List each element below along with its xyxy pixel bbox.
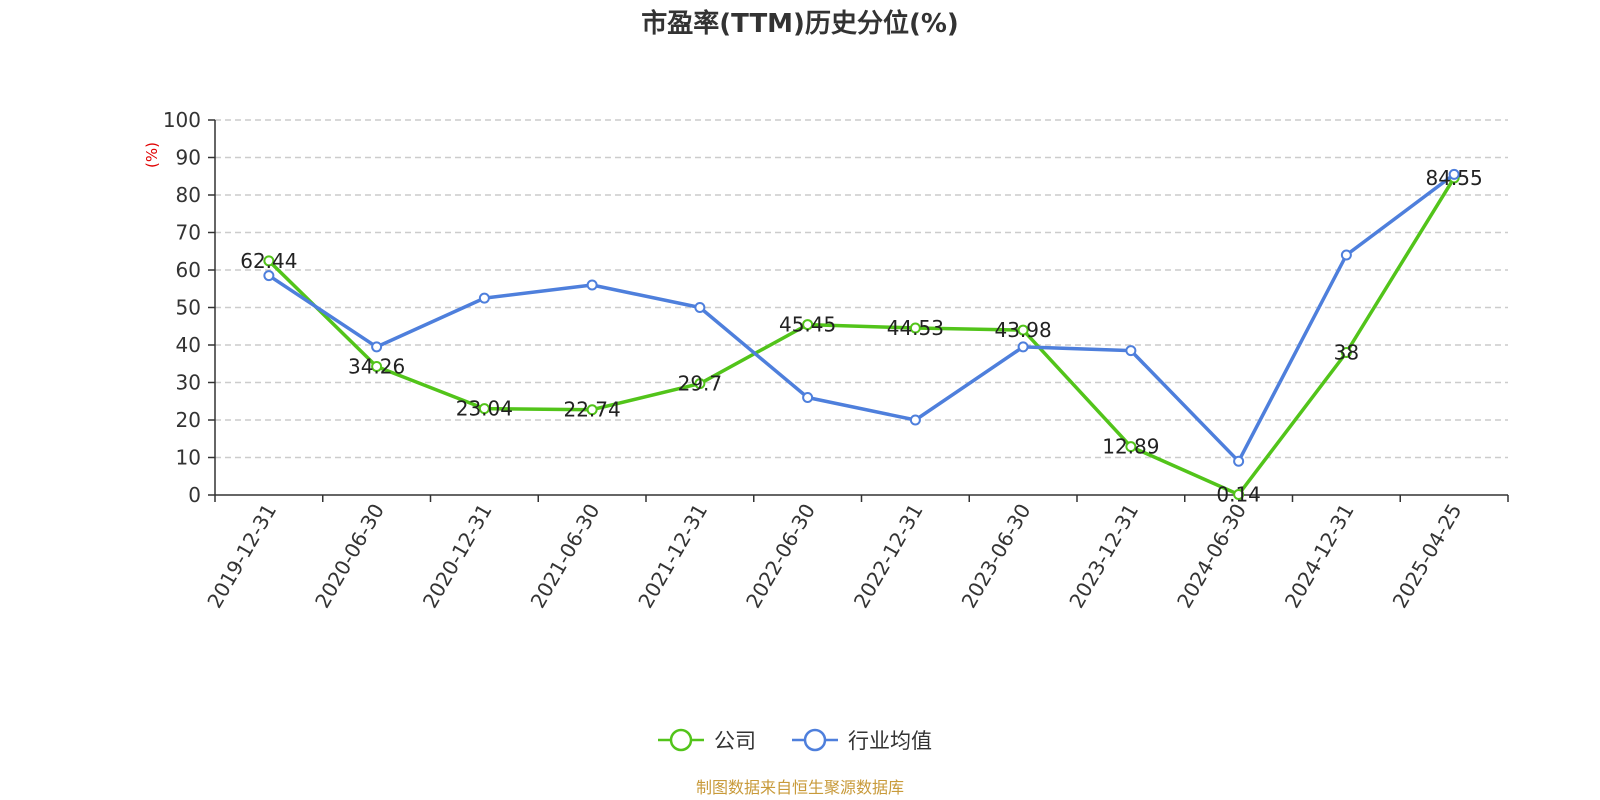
x-tick-label: 2024-06-30 [1172,500,1251,613]
data-label: 34.26 [348,355,405,379]
data-label: 62.44 [240,249,297,273]
y-tick-label: 90 [176,146,201,170]
y-tick-label: 40 [176,333,201,357]
x-tick-label: 2023-06-30 [957,500,1036,613]
data-point[interactable] [802,319,814,331]
data-label: 43.98 [994,318,1051,342]
series-industry-average [263,168,1460,467]
x-tick-label: 2021-12-31 [633,500,712,613]
x-tick-label: 2025-04-25 [1388,500,1467,613]
legend-item-industry-average[interactable]: 行业均值 [792,728,932,753]
data-label: 45.45 [779,313,836,337]
x-tick-label: 2020-12-31 [418,500,497,613]
data-point[interactable] [586,279,598,291]
data-label: 29.7 [678,372,723,396]
data-point[interactable] [478,292,490,304]
series-lines [263,168,1460,500]
x-tick-label: 2023-12-31 [1064,500,1143,613]
data-label: 23.04 [456,397,513,421]
y-tick-label: 20 [176,408,201,432]
data-point[interactable] [1017,324,1029,336]
y-tick-label: 0 [188,483,201,507]
y-tick-label: 80 [176,183,201,207]
legend-label: 行业均值 [848,729,932,753]
data-label: 44.53 [887,316,944,340]
legend[interactable]: 公司 行业均值 [658,728,932,753]
data-point[interactable] [802,392,814,403]
data-label: 22.74 [563,398,620,422]
y-tick-label: 100 [163,108,201,132]
data-point[interactable] [586,404,598,416]
y-tick-label: 70 [176,221,201,245]
data-point[interactable] [909,414,921,426]
chart-title: 市盈率(TTM)历史分位(%) [641,8,959,39]
x-tick-label: 2022-06-30 [741,500,820,613]
data-point[interactable] [1125,441,1137,453]
x-tick-label: 2022-12-31 [849,500,928,613]
y-tick-label: 10 [176,446,201,470]
x-tick-label: 2024-12-31 [1280,500,1359,613]
y-tick-label: 50 [176,296,201,320]
data-point[interactable] [263,270,275,282]
legend-item-company[interactable]: 公司 [658,728,756,753]
data-point[interactable] [694,302,706,313]
data-point[interactable] [1340,347,1352,358]
data-point[interactable] [1125,345,1137,357]
x-tick-label: 2021-06-30 [526,500,605,613]
data-point[interactable] [371,361,383,373]
x-tick-label: 2020-06-30 [310,500,389,613]
legend-marker-icon [669,728,693,752]
data-point[interactable] [1448,168,1460,180]
data-point[interactable] [909,322,921,334]
data-point[interactable] [263,255,275,267]
data-label: 38 [1334,341,1359,365]
data-point[interactable] [1233,455,1245,467]
legend-marker-icon [803,728,827,752]
data-point[interactable] [478,403,490,415]
data-point[interactable] [694,378,706,390]
series-company [263,172,1460,500]
data-point[interactable] [1340,249,1352,261]
legend-label: 公司 [714,729,756,753]
data-label: 0.14 [1216,482,1261,506]
y-tick-label: 60 [176,258,201,282]
data-point[interactable] [371,341,383,353]
data-point[interactable] [1233,488,1245,500]
x-tick-label: 2019-12-31 [202,500,281,613]
series-line [267,172,1456,464]
data-label: 84.55 [1425,166,1482,190]
series-line [267,176,1456,497]
data-labels: 62.44 34.26 23.04 22.74 29.7 45.45 44.53 43.98 1… [240,166,1483,507]
source-note: 制图数据来自恒生聚源数据库 [696,778,904,797]
y-axis-label: (%) [143,142,161,168]
y-tick-label: 30 [176,371,201,395]
data-point[interactable] [1017,341,1029,353]
grid-lines [215,119,1508,459]
data-label: 12.89 [1102,435,1159,459]
